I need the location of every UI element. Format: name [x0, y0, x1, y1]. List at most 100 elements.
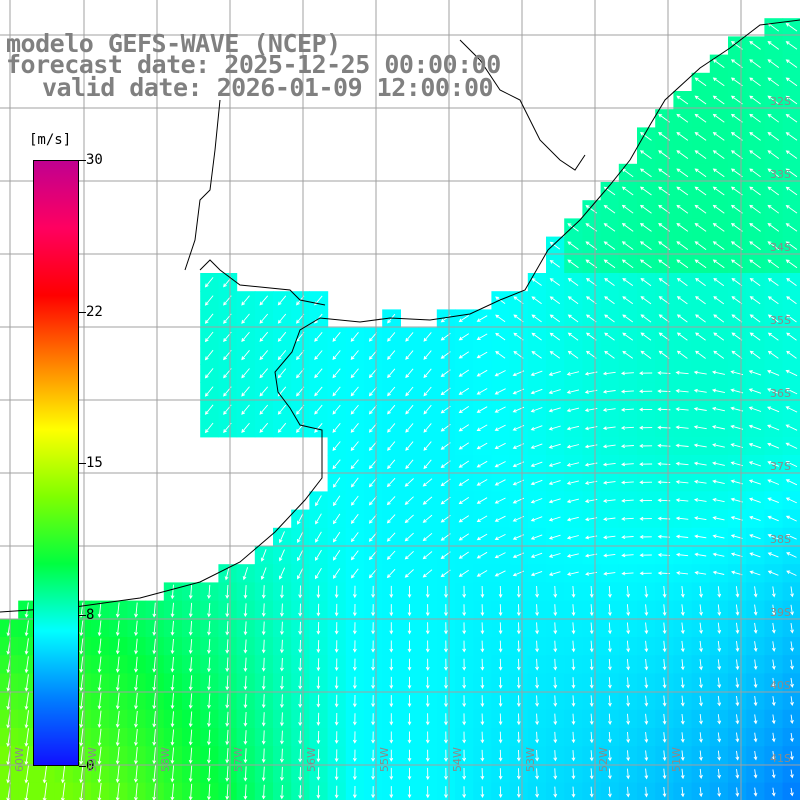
wind-arrow — [170, 765, 175, 783]
wind-arrow — [152, 765, 157, 783]
wind-arrow — [639, 571, 652, 576]
wind-arrow — [204, 313, 214, 324]
wind-arrow — [243, 730, 248, 745]
wind-arrow — [516, 768, 521, 780]
wind-arrow — [680, 787, 685, 798]
wind-arrow — [662, 713, 667, 725]
wind-arrow — [662, 768, 667, 780]
wind-arrow — [188, 711, 193, 728]
wind-arrow — [444, 767, 448, 781]
wind-arrow — [603, 186, 616, 196]
wind-arrow — [498, 658, 503, 671]
wind-arrow — [152, 620, 157, 636]
wind-arrow — [771, 604, 776, 616]
wind-arrow — [639, 480, 653, 485]
wind-arrow — [676, 296, 688, 305]
wind-arrow — [24, 728, 29, 747]
wind-arrow — [458, 387, 470, 395]
wind-speed-cell — [782, 218, 800, 238]
wind-arrow — [566, 444, 580, 449]
wind-arrow — [425, 749, 430, 762]
wind-arrow — [749, 515, 761, 521]
wind-arrow — [589, 585, 594, 598]
wind-arrow — [735, 714, 740, 725]
wind-arrow — [567, 278, 579, 286]
wind-arrow — [298, 767, 303, 781]
wind-arrow — [170, 638, 175, 655]
wind-arrow — [494, 406, 506, 413]
wind-arrow — [694, 77, 707, 87]
wind-arrow — [589, 786, 594, 798]
wind-arrow — [566, 553, 579, 558]
wind-arrow — [225, 711, 230, 727]
wind-arrow — [535, 786, 540, 798]
colorbar-tick-mark — [79, 463, 86, 464]
wind-arrow — [444, 749, 448, 762]
wind-arrow — [314, 423, 323, 433]
wind-arrow — [604, 332, 615, 341]
wind-arrow — [790, 604, 794, 616]
wind-arrow — [567, 223, 579, 232]
wind-arrow — [767, 461, 780, 467]
wind-arrow — [749, 186, 761, 196]
wind-arrow — [423, 332, 432, 342]
wind-arrow — [675, 370, 689, 375]
wind-arrow — [371, 731, 375, 744]
wind-arrow — [206, 784, 211, 800]
wind-arrow — [134, 620, 138, 637]
longitude-label: 53W — [524, 747, 537, 772]
wind-arrow — [639, 535, 652, 539]
wind-arrow — [767, 95, 780, 105]
wind-arrow — [371, 622, 375, 635]
wind-arrow — [315, 549, 322, 561]
wind-arrow — [711, 388, 725, 394]
wind-arrow — [134, 656, 138, 673]
wind-arrow — [553, 731, 558, 744]
wind-arrow — [603, 223, 616, 232]
wind-arrow — [571, 640, 576, 653]
wind-arrow — [680, 713, 685, 725]
latitude-label: 39S — [770, 606, 791, 619]
wind-arrow — [494, 370, 506, 377]
wind-arrow — [462, 786, 467, 799]
wind-arrow — [785, 479, 798, 486]
wind-arrow — [712, 461, 725, 466]
wind-arrow — [735, 659, 740, 671]
wind-arrow — [790, 677, 794, 688]
wind-arrow — [462, 749, 467, 762]
longitude-label: 51W — [670, 747, 683, 772]
wind-arrow — [241, 386, 250, 397]
longitude-label: 56W — [305, 747, 318, 772]
wind-arrow — [749, 314, 761, 323]
wind-arrow — [676, 571, 689, 575]
wind-arrow — [626, 768, 631, 780]
wind-arrow — [790, 659, 794, 670]
wind-arrow — [260, 567, 267, 580]
wind-arrow — [530, 570, 543, 577]
wind-arrow — [786, 332, 797, 341]
wind-arrow — [405, 423, 414, 433]
wind-arrow — [549, 296, 561, 305]
wind-arrow — [566, 480, 580, 485]
wind-arrow — [771, 787, 776, 797]
longitude-label: 59W — [86, 747, 99, 772]
wind-arrow — [785, 497, 797, 504]
wind-arrow — [621, 186, 634, 196]
wind-arrow — [712, 204, 725, 214]
wind-arrow — [207, 693, 211, 709]
wind-arrow — [680, 586, 685, 598]
colorbar-units: [m/s] — [29, 132, 72, 148]
wind-arrow — [332, 350, 341, 361]
wind-arrow — [97, 764, 102, 784]
wind-arrow — [352, 603, 357, 617]
wind-arrow — [371, 713, 375, 726]
wind-arrow — [604, 314, 615, 323]
wind-arrow — [314, 332, 323, 342]
wind-arrow — [261, 585, 266, 599]
wind-speed-cell — [782, 291, 800, 310]
wind-arrow — [662, 786, 667, 798]
wind-arrow — [261, 694, 266, 709]
wind-arrow — [480, 786, 485, 799]
wind-speed-cell — [782, 127, 800, 147]
wind-arrow — [243, 585, 248, 599]
